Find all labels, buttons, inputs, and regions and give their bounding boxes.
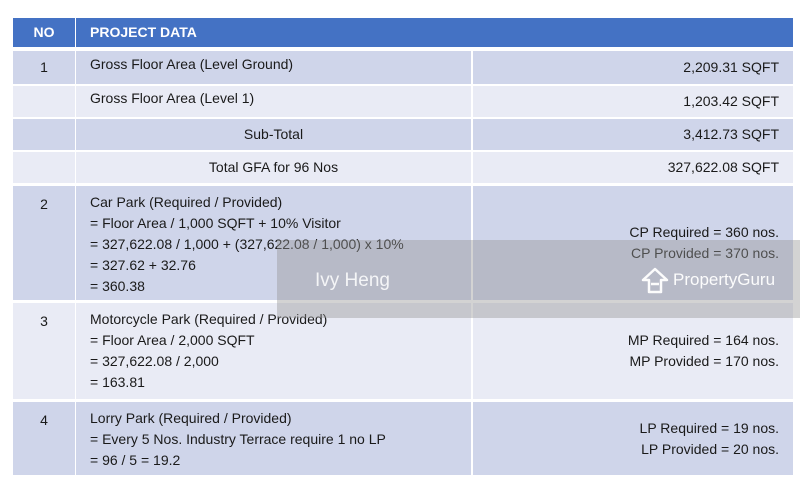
text-line: Lorry Park (Required / Provided) — [90, 410, 292, 426]
description-cell: Sub-Total — [76, 119, 471, 150]
no-cell: 2 — [13, 186, 75, 300]
value-cell: 327,622.08 SQFT — [473, 152, 793, 183]
text-line: = Floor Area / 1,000 SQFT + 10% Visitor — [90, 215, 341, 231]
text-line: LP Required = 19 nos. — [639, 419, 779, 436]
text-line: MP Provided = 170 nos. — [629, 353, 779, 369]
text-line: = 327,622.08 / 1,000 + (327,622.08 / 1,0… — [90, 236, 404, 252]
value-cell: MP Required = 164 nos. MP Provided = 170 … — [473, 303, 793, 399]
text-line: Total GFA for 96 Nos — [208, 159, 339, 175]
text-line: 327,622.08 SQFT — [667, 159, 779, 175]
no-cell: 4 — [13, 402, 75, 475]
text-line: MP Required = 164 nos. — [627, 332, 779, 348]
watermark-name: Ivy Heng — [315, 270, 390, 291]
text-line: CP Provided = 370 nos. — [630, 245, 779, 261]
description-cell: Total GFA for 96 Nos — [76, 152, 471, 183]
text-line: CP Required = 360 nos. — [629, 224, 779, 240]
watermark: Ivy Heng PropertyGuru — [277, 240, 800, 318]
text-line: 1,203.42 SQFT — [683, 93, 779, 109]
value-cell: CP Required = 360 nos. CP Provided = 370 … — [473, 186, 793, 300]
no-cell — [13, 119, 75, 150]
description-cell: Lorry Park (Required / Provided) = Every … — [76, 402, 471, 475]
text-line: Motorcycle Park (Required / Provided) — [90, 311, 328, 327]
header-cell: NO — [13, 18, 75, 47]
text-line: 2,209.31 SQFT — [683, 59, 779, 75]
text-line: = 163.81 — [90, 374, 145, 390]
value-cell: 1,203.42 SQFT — [473, 86, 793, 117]
description-cell: Motorcycle Park (Required / Provided) = F… — [76, 303, 471, 399]
text-line: Sub-Total — [243, 126, 304, 142]
text-line: = Floor Area / 2,000 SQFT — [90, 332, 255, 348]
text-line: = 327.62 + 32.76 — [90, 257, 196, 273]
value-cell: 2,209.31 SQFT — [473, 51, 793, 84]
watermark-brand: PropertyGuru — [673, 270, 776, 289]
text-line: = 327,622.08 / 2,000 — [90, 353, 219, 369]
no-cell — [13, 152, 75, 183]
header-cell: PROJECT DATA — [76, 18, 793, 47]
description-cell: Car Park (Required / Provided) = Floor Ar… — [76, 186, 471, 300]
no-cell: 1 — [13, 51, 75, 84]
description-cell: Gross Floor Area (Level 1) — [76, 86, 471, 117]
value-cell: 3,412.73 SQFT — [473, 119, 793, 150]
no-cell: 3 — [13, 303, 75, 399]
no-cell — [13, 86, 75, 117]
value-cell: LP Required = 19 nos. LP Provided = 20 no… — [473, 402, 793, 475]
description-cell: Gross Floor Area (Level Ground) — [76, 51, 471, 84]
text-line: = Every 5 Nos. Industry Terrace require … — [90, 431, 386, 447]
text-line: Car Park (Required / Provided) — [90, 194, 283, 210]
text-line: LP Provided = 20 nos. — [641, 440, 779, 457]
text-line: = 360.38 — [90, 278, 145, 294]
text-line: Gross Floor Area (Level Ground) — [90, 56, 294, 72]
text-line: 3,412.73 SQFT — [683, 126, 779, 142]
text-line: Gross Floor Area (Level 1) — [90, 90, 255, 106]
text-line: = 96 / 5 = 19.2 — [90, 452, 181, 468]
watermark-logo — [641, 267, 669, 294]
